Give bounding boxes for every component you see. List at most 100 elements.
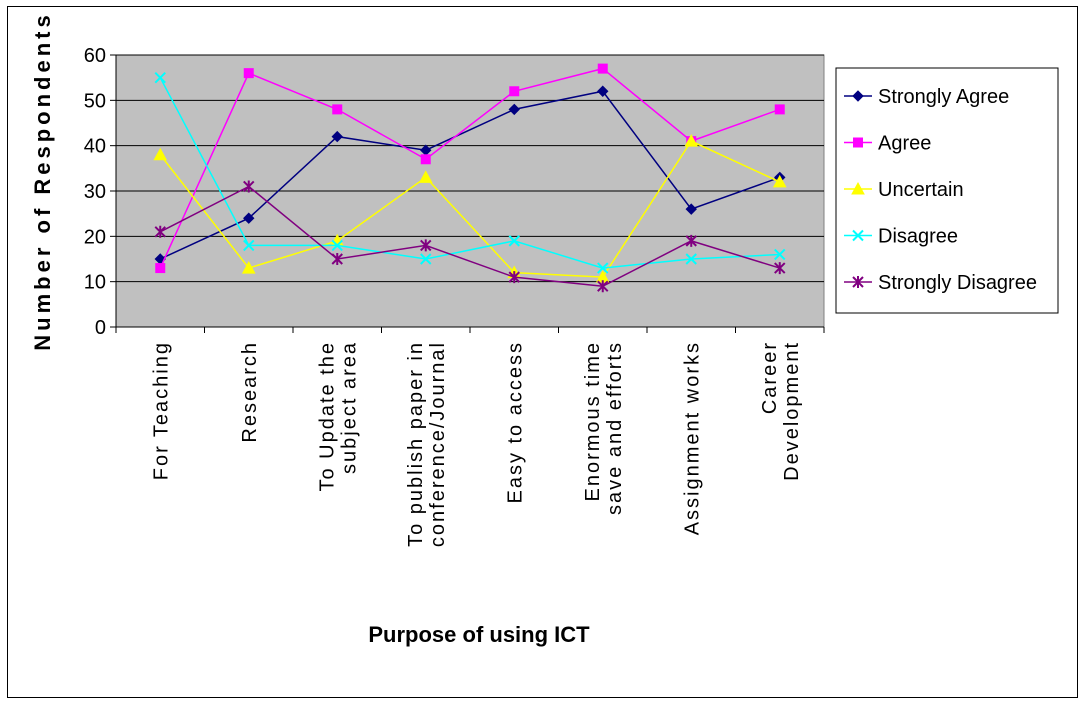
- x-tick-label-0-0: For Teaching: [150, 341, 172, 480]
- y-tick-label-20: 20: [84, 226, 106, 248]
- point-3-2: [331, 239, 343, 252]
- point-1-1-shape: [243, 68, 254, 79]
- series-4: [154, 180, 786, 293]
- point-0-1-shape: [243, 212, 255, 224]
- legend-box: [835, 67, 1059, 314]
- series-line-0: [159, 90, 781, 260]
- x-tick-label-5-1: save and efforts: [604, 341, 626, 515]
- legend-item-0: Strongly Agree: [844, 86, 1009, 108]
- point-4-2-shape: [331, 253, 343, 265]
- series-line-3: [159, 77, 780, 269]
- y-tick-label-60: 60: [84, 45, 106, 67]
- point-2-6: [684, 134, 699, 147]
- legend-marker-4: [852, 276, 864, 288]
- point-2-1-shape: [241, 261, 256, 274]
- point-1-3-shape: [420, 154, 431, 165]
- point-4-3-shape: [420, 239, 432, 252]
- y-tick-label-50: 50: [84, 90, 106, 112]
- point-1-0: [155, 263, 166, 274]
- y-axis-title: Number of Respondents: [30, 11, 55, 350]
- legend-marker-3-shape: [852, 229, 864, 242]
- x-tick-label-2-1: subject area: [338, 341, 360, 474]
- legend-label-2: Uncertain: [878, 179, 964, 201]
- point-1-5: [597, 63, 608, 74]
- point-0-1: [243, 212, 255, 224]
- point-4-0-shape: [154, 225, 166, 238]
- series-0: [154, 85, 786, 265]
- point-1-5-shape: [597, 63, 608, 74]
- legend-label-4: Strongly Disagree: [878, 272, 1037, 294]
- point-3-3: [420, 253, 432, 265]
- point-3-1: [243, 239, 255, 252]
- point-4-1-shape: [243, 180, 255, 193]
- point-3-2-shape: [331, 239, 343, 252]
- point-3-4-shape: [508, 235, 520, 247]
- x-tick-label-3-0: To publish paper in: [405, 341, 427, 547]
- point-3-0: [154, 71, 166, 84]
- x-tick-label-2-0: To Update the: [316, 341, 338, 492]
- x-tick-label-7-1: Development: [781, 341, 803, 481]
- point-2-1: [241, 261, 256, 274]
- point-0-4: [508, 103, 520, 116]
- legend-marker-4-shape: [852, 276, 864, 288]
- point-4-7-shape: [774, 262, 786, 275]
- legend-marker-1: [853, 137, 863, 148]
- series-line-1: [159, 67, 781, 269]
- point-3-5: [597, 262, 609, 274]
- point-2-7-shape: [772, 174, 787, 188]
- y-tick-label-10: 10: [84, 272, 106, 294]
- point-4-6: [685, 234, 697, 247]
- legend-marker-2-shape: [851, 181, 865, 195]
- y-tick-label-40: 40: [84, 136, 106, 158]
- x-tick-label-4-0: Easy to access: [504, 341, 526, 504]
- point-0-5-shape: [597, 85, 609, 97]
- point-4-6-shape: [685, 234, 697, 247]
- point-4-5-shape: [597, 280, 609, 293]
- point-4-0: [154, 225, 166, 238]
- point-3-3-shape: [420, 253, 432, 265]
- x-tick-label-7-0: Career: [759, 341, 781, 414]
- legend-item-4: Strongly Disagree: [844, 272, 1037, 294]
- point-4-4-shape: [508, 271, 520, 284]
- point-1-2: [332, 104, 343, 115]
- point-0-4-shape: [508, 103, 520, 116]
- legend-label-3: Disagree: [878, 226, 958, 248]
- point-0-5: [597, 85, 609, 97]
- point-4-2: [331, 253, 343, 265]
- legend-item-1: Agree: [844, 133, 931, 155]
- point-3-7: [774, 248, 786, 261]
- series-line-4: [159, 185, 780, 287]
- legend-item-2: Uncertain: [844, 179, 964, 201]
- point-4-1: [243, 180, 255, 193]
- point-3-4: [508, 235, 520, 247]
- point-0-6-shape: [685, 203, 697, 215]
- point-1-0-shape: [155, 263, 166, 274]
- point-2-0-shape: [153, 147, 168, 161]
- series-line-2: [159, 140, 781, 278]
- point-3-0-shape: [154, 71, 166, 84]
- point-3-7-shape: [774, 248, 786, 261]
- legend-marker-1-shape: [853, 137, 863, 148]
- point-1-7: [774, 104, 785, 115]
- point-4-7: [774, 262, 786, 275]
- point-1-3: [420, 154, 431, 165]
- point-2-7: [772, 174, 787, 188]
- point-2-3: [418, 170, 433, 183]
- point-1-2-shape: [332, 104, 343, 115]
- point-1-7-shape: [774, 104, 785, 115]
- point-1-4-shape: [509, 86, 520, 97]
- point-4-5: [597, 280, 609, 293]
- point-3-6: [685, 253, 697, 265]
- point-1-1: [243, 68, 254, 79]
- point-3-1-shape: [243, 239, 255, 252]
- point-2-3-shape: [418, 170, 433, 183]
- x-tick-label-6-0: Assignment works: [681, 341, 703, 535]
- legend-marker-0: [852, 90, 864, 102]
- legend-marker-2: [851, 181, 865, 195]
- y-tick-label-30: 30: [84, 181, 106, 203]
- legend-marker-0-shape: [852, 90, 864, 102]
- point-3-5-shape: [597, 262, 609, 274]
- series-3: [154, 71, 786, 274]
- point-4-4: [508, 271, 520, 284]
- point-0-6: [685, 203, 697, 215]
